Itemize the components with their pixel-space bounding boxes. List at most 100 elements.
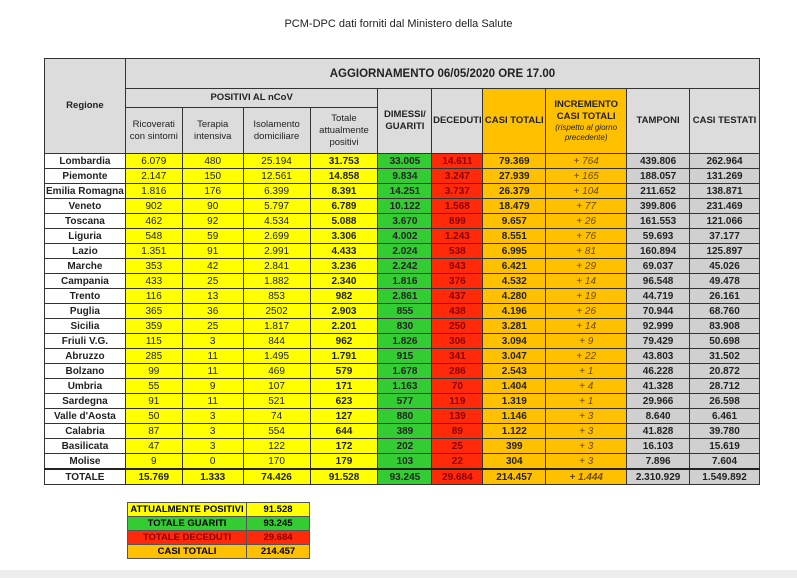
- cell-terapia: 11: [181, 348, 244, 364]
- cell-isolamento: 521: [242, 393, 311, 409]
- cell-dimessi: 855: [377, 303, 433, 319]
- cell-deceduti: 438: [431, 303, 484, 319]
- cell-incremento: + 14: [545, 273, 628, 289]
- header-incremento-note: (rispetto al giorno precedente): [555, 123, 618, 142]
- cell-deceduti: 29.684: [431, 468, 484, 485]
- cell-casi-testati: 28.712: [689, 378, 760, 394]
- cell-casi-testati: 7.604: [689, 453, 760, 470]
- summary-label: TOTALE GUARITI: [127, 516, 247, 531]
- cell-ricoverati: 548: [124, 228, 183, 244]
- cell-tamponi: 16.103: [626, 438, 691, 454]
- cell-totale-positivi: 4.433: [309, 243, 379, 259]
- cell-ricoverati: 462: [124, 213, 183, 229]
- cell-isolamento: 25.194: [242, 153, 311, 169]
- cell-tamponi: 188.057: [626, 168, 691, 184]
- cell-dimessi: 2.861: [377, 288, 433, 304]
- cell-regione: Valle d'Aosta: [44, 408, 126, 424]
- cell-incremento: + 14: [545, 318, 628, 334]
- cell-isolamento: 469: [242, 363, 311, 379]
- cell-casi-testati: 121.066: [689, 213, 760, 229]
- cell-ricoverati: 91: [124, 393, 183, 409]
- table-row: Calabria 87 3 554 644 389 89 1.122 + 3 41.828 39.7…: [44, 423, 760, 439]
- table-row: Bolzano 99 11 469 579 1.678 286 2.543 + 1 46.228 2…: [44, 363, 760, 379]
- cell-dimessi: 1.678: [377, 363, 433, 379]
- header-tamponi: TAMPONI: [626, 88, 691, 154]
- cell-incremento: + 9: [545, 333, 628, 349]
- cell-incremento: + 104: [545, 183, 628, 199]
- cell-casi-testati: 231.469: [689, 198, 760, 214]
- cell-dimessi: 830: [377, 318, 433, 334]
- cell-incremento: + 1.444: [545, 468, 628, 485]
- page-title: PCM-DPC dati forniti dal Ministero della…: [284, 18, 513, 30]
- table-row: Valle d'Aosta 50 3 74 127 880 139 1.146 + 3 8.640…: [44, 408, 760, 424]
- cell-deceduti: 25: [431, 438, 484, 454]
- cell-terapia: 11: [181, 393, 244, 409]
- cell-casi-totali: 8.551: [482, 228, 547, 244]
- cell-ricoverati: 9: [124, 453, 183, 470]
- summary-label: CASI TOTALI: [127, 544, 247, 559]
- cell-casi-totali: 26.379: [482, 183, 547, 199]
- cell-totale-positivi: 5.088: [309, 213, 379, 229]
- cell-tamponi: 211.652: [626, 183, 691, 199]
- cell-totale-positivi: 962: [309, 333, 379, 349]
- cell-isolamento: 2.841: [242, 258, 311, 274]
- cell-casi-totali: 6.421: [482, 258, 547, 274]
- cell-regione: Calabria: [44, 423, 126, 439]
- cell-casi-totali: 9.657: [482, 213, 547, 229]
- cell-dimessi: 880: [377, 408, 433, 424]
- cell-casi-totali: 18.479: [482, 198, 547, 214]
- cell-totale-positivi: 127: [309, 408, 379, 424]
- cell-isolamento: 4.534: [242, 213, 311, 229]
- cell-terapia: 176: [181, 183, 244, 199]
- table-row: Sicilia 359 25 1.817 2.201 830 250 3.281 + 14 92.…: [44, 318, 760, 334]
- cell-terapia: 25: [181, 318, 244, 334]
- header-positivi: POSITIVI AL nCoV: [124, 88, 379, 108]
- cell-casi-totali: 79.369: [482, 153, 547, 169]
- cell-terapia: 11: [181, 363, 244, 379]
- cell-isolamento: 1.882: [242, 273, 311, 289]
- cell-isolamento: 170: [242, 453, 311, 470]
- cell-deceduti: 376: [431, 273, 484, 289]
- header-regione: Regione: [44, 58, 126, 154]
- header-totale-positivi: Totale attualmente positivi: [309, 107, 379, 154]
- cell-casi-testati: 45.026: [689, 258, 760, 274]
- summary-row: TOTALE GUARITI 93.245: [127, 516, 310, 531]
- cell-incremento: + 81: [545, 243, 628, 259]
- cell-incremento: + 165: [545, 168, 628, 184]
- cell-ricoverati: 285: [124, 348, 183, 364]
- cell-terapia: 91: [181, 243, 244, 259]
- cell-incremento: + 1: [545, 363, 628, 379]
- cell-regione: Basilicata: [44, 438, 126, 454]
- cell-tamponi: 399.806: [626, 198, 691, 214]
- cell-ricoverati: 433: [124, 273, 183, 289]
- cell-incremento: + 76: [545, 228, 628, 244]
- cell-casi-totali: 1.122: [482, 423, 547, 439]
- cell-deceduti: 3.247: [431, 168, 484, 184]
- cell-regione: Piemonte: [44, 168, 126, 184]
- cell-isolamento: 12.561: [242, 168, 311, 184]
- table-row: Liguria 548 59 2.699 3.306 4.002 1.243 8.551 + 7…: [44, 228, 760, 244]
- cell-tamponi: 41.828: [626, 423, 691, 439]
- cell-casi-testati: 262.964: [689, 153, 760, 169]
- cell-incremento: + 3: [545, 438, 628, 454]
- cell-terapia: 3: [181, 423, 244, 439]
- cell-incremento: + 19: [545, 288, 628, 304]
- table-row: Veneto 902 90 5.797 6.789 10.122 1.568 18.479 + …: [44, 198, 760, 214]
- cell-ricoverati: 99: [124, 363, 183, 379]
- cell-deceduti: 3.737: [431, 183, 484, 199]
- summary-label: TOTALE DECEDUTI: [127, 530, 247, 545]
- cell-totale-positivi: 171: [309, 378, 379, 394]
- cell-regione: Emilia Romagna: [44, 183, 126, 199]
- cell-regione: TOTALE: [44, 468, 126, 485]
- cell-dimessi: 14.251: [377, 183, 433, 199]
- cell-casi-testati: 83.908: [689, 318, 760, 334]
- cell-dimessi: 1.826: [377, 333, 433, 349]
- cell-dimessi: 103: [377, 453, 433, 470]
- table-row: Molise 9 0 170 179 103 22 304 + 3 7.896 7.604: [44, 453, 760, 470]
- summary-row: TOTALE DECEDUTI 29.684: [127, 530, 310, 545]
- cell-casi-totali: 3.094: [482, 333, 547, 349]
- cell-deceduti: 341: [431, 348, 484, 364]
- cell-tamponi: 59.693: [626, 228, 691, 244]
- cell-terapia: 3: [181, 408, 244, 424]
- cell-dimessi: 915: [377, 348, 433, 364]
